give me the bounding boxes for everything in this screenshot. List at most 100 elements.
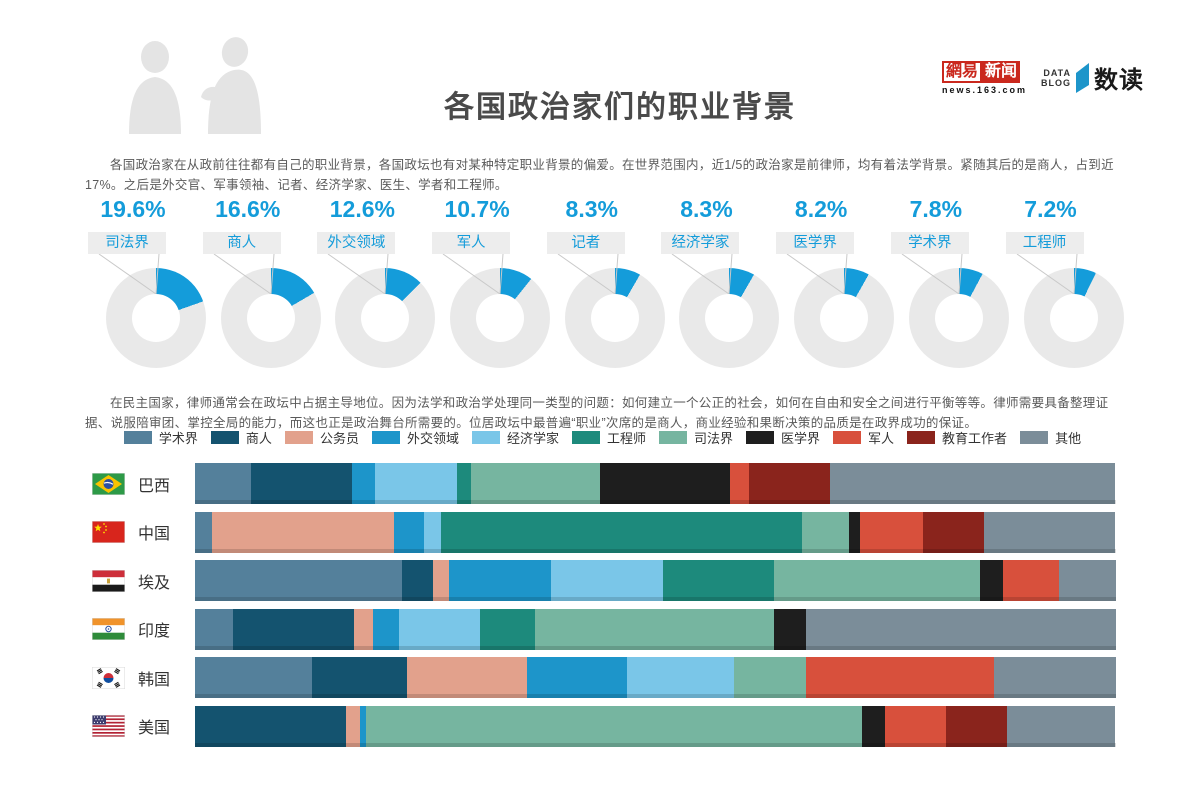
- bar-segment: [251, 463, 352, 504]
- bar-segment: [393, 511, 425, 553]
- bar-segment: [359, 705, 367, 747]
- donut-percentage: 19.6%: [100, 196, 166, 222]
- donut-chart: [335, 268, 436, 368]
- legend-item: 司法界: [659, 428, 733, 447]
- country-row: 埃及: [0, 560, 1200, 601]
- legend-item: 外交领域: [371, 428, 459, 447]
- stacked-bar: [195, 657, 1116, 698]
- people-talking-silhouette: [129, 37, 261, 134]
- data-blog-words: DATA BLOG: [1041, 68, 1071, 88]
- legend-item: 教育工作者: [907, 428, 1007, 447]
- legend-swatch: [746, 431, 775, 444]
- donut-percentage: 8.2%: [794, 196, 848, 222]
- donut-percentage: 7.8%: [909, 196, 963, 222]
- donut-chart: [908, 268, 1009, 368]
- legend-item: 医学界: [746, 428, 820, 447]
- donut-chart: [794, 268, 895, 368]
- bar-segment: [372, 608, 399, 650]
- legend-item: 经济学家: [471, 428, 559, 447]
- callout-leader-lines: [1016, 254, 1077, 294]
- bar-segment: [984, 511, 1116, 553]
- donut-chart-row: 19.6% 司法界 16.6% 商人 12.6% 外交领域 10.7% 军人 8.3% 记者 8.3…: [85, 196, 1124, 372]
- legend-item: 商人: [210, 428, 272, 447]
- flag-india-icon: [92, 618, 125, 640]
- bar-segment: [801, 511, 849, 553]
- bar-segment: [351, 463, 376, 504]
- donut-percentage: 8.3%: [565, 196, 618, 222]
- legend-swatch: [471, 431, 500, 444]
- callout-leader-lines: [442, 254, 504, 294]
- bar-segment: [457, 463, 472, 504]
- legend-item: 公务员: [284, 428, 359, 447]
- country-name: 美国: [138, 720, 171, 737]
- bar-segment: [354, 608, 373, 650]
- legend-swatch: [284, 431, 313, 444]
- bar-segment: [375, 463, 458, 504]
- bar-segment: [424, 511, 441, 553]
- country-row: 印度: [0, 608, 1200, 650]
- legend-item: 工程师: [571, 428, 646, 447]
- donut-column: 16.6% 商人: [200, 196, 321, 372]
- bar-segment: [749, 463, 831, 504]
- bar-segment: [440, 511, 802, 553]
- bar-segment: [994, 657, 1116, 698]
- data-blog-ribbon-icon: [1076, 62, 1089, 93]
- donut-percentage: 10.7%: [444, 196, 510, 222]
- stacked-bar: [195, 705, 1116, 747]
- flag-egypt-icon: [92, 569, 125, 592]
- donut-chart: [106, 268, 206, 368]
- bar-segment: [211, 511, 394, 553]
- legend-label: 工程师: [606, 431, 646, 446]
- bar-segment: [402, 560, 433, 601]
- legend-item: 军人: [833, 428, 894, 447]
- country-name: 韩国: [138, 671, 171, 689]
- bar-segment: [626, 657, 734, 698]
- country-row: 中国: [0, 511, 1200, 553]
- donut-percentage: 8.3%: [680, 196, 733, 222]
- bar-segment: [406, 657, 528, 698]
- bar-segment: [311, 657, 407, 698]
- bar-segment: [346, 705, 360, 747]
- country-name: 印度: [138, 623, 171, 640]
- data-blog-logo[interactable]: DATA BLOG 数读: [1041, 60, 1144, 95]
- country-bars: 巴西中国埃及印度韩国美国: [0, 463, 1200, 754]
- bar-segment: [195, 560, 403, 601]
- bar-segment: [884, 705, 947, 747]
- bar-segment: [1007, 705, 1116, 747]
- bar-segment: [830, 463, 1116, 504]
- donut-column: 8.3% 记者: [544, 196, 665, 372]
- callout-leader-lines: [786, 254, 848, 294]
- legend-label: 司法界: [694, 431, 734, 446]
- bar-segment: [366, 705, 862, 747]
- donut-column: 7.8% 学术界: [888, 196, 1009, 372]
- stacked-bar: [195, 511, 1116, 553]
- legend: 学术界 商人 公务员 外交领域 经济学家 工程师 司法界 医学界 军人 教育工作者 其他: [85, 428, 1120, 447]
- bar-segment: [805, 608, 1116, 650]
- legend-swatch: [371, 431, 400, 444]
- country-row: 巴西: [0, 463, 1200, 504]
- bar-segment: [449, 560, 552, 601]
- donut-chart: [679, 268, 780, 368]
- donut-chart: [1023, 268, 1124, 368]
- bar-segment: [859, 511, 924, 553]
- donut-column: 8.2% 医学界: [773, 196, 895, 372]
- flag-brazil-icon: [92, 472, 125, 495]
- stacked-bar: [195, 560, 1116, 601]
- bar-segment: [1002, 560, 1059, 601]
- legend-label: 教育工作者: [942, 431, 1008, 446]
- donut-label: 军人: [432, 232, 511, 254]
- legend-swatch: [833, 431, 862, 444]
- bar-segment: [551, 560, 663, 601]
- bar-segment: [195, 657, 312, 698]
- netease-site-url: news.163.com: [941, 84, 1027, 95]
- bar-segment: [471, 463, 601, 504]
- bar-segment: [848, 511, 860, 553]
- bar-segment: [861, 705, 885, 747]
- netease-news-logo[interactable]: 網易 新闻 news.163.com: [941, 60, 1027, 95]
- legend-label: 医学界: [781, 431, 821, 446]
- bar-segment: [774, 560, 980, 601]
- legend-label: 学术界: [158, 431, 198, 446]
- legend-label: 经济学家: [506, 431, 559, 446]
- callout-leader-lines: [98, 254, 160, 294]
- donut-chart: [564, 268, 665, 368]
